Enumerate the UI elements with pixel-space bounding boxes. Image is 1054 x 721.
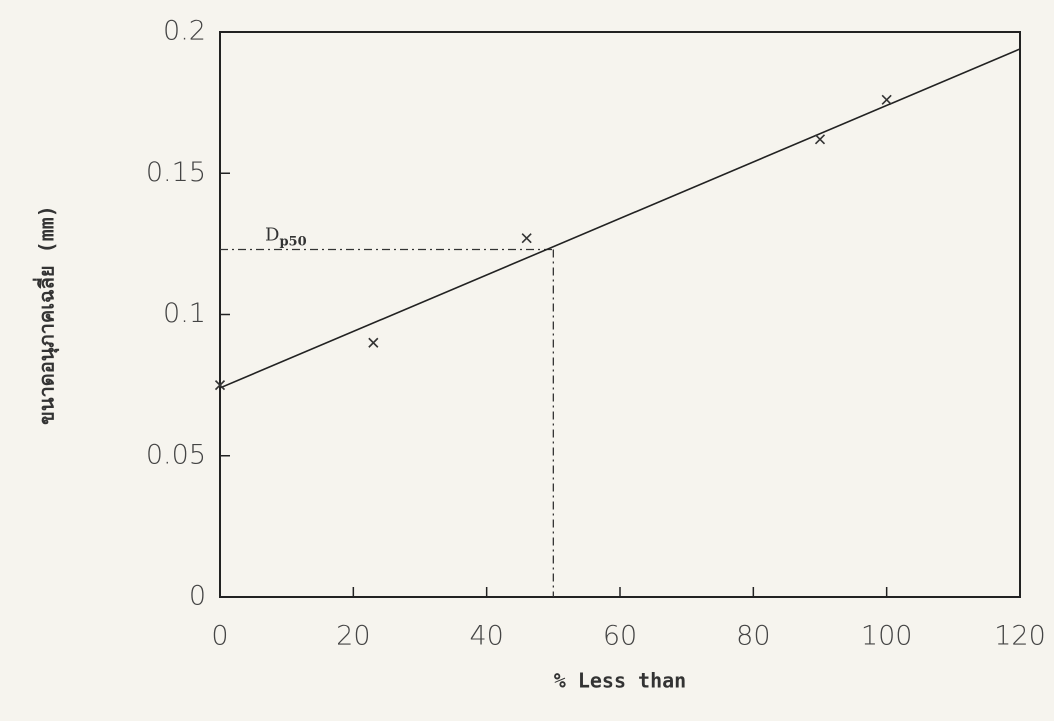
y-tick-label: 0: [189, 581, 206, 612]
plot-frame: [220, 32, 1020, 597]
x-tick-label: 120: [994, 621, 1046, 652]
fit-line: [220, 49, 1020, 388]
guide-label-main: D: [265, 225, 279, 246]
y-tick-label: 0.1: [163, 298, 206, 329]
x-tick-label: 100: [861, 621, 913, 652]
chart: % Less than ขนาดอนุภาคเฉลี่ย (mm) 0 20 40 6…: [0, 0, 1054, 721]
point: [816, 135, 825, 144]
y-tick-label: 0.2: [163, 16, 206, 47]
point: [369, 338, 378, 347]
y-axis-label: ขนาดอนุภาคเฉลี่ย (mm): [32, 205, 60, 425]
guide-label-sub: p50: [279, 234, 306, 249]
x-tick-label: 20: [336, 621, 370, 652]
x-tick-label: 60: [603, 621, 637, 652]
point: [882, 95, 891, 104]
x-axis-label: % Less than: [554, 669, 686, 693]
guide-label: Dp50: [265, 225, 307, 250]
point: [522, 234, 531, 243]
x-tick-label: 80: [736, 621, 770, 652]
y-tick-label: 0.05: [146, 439, 206, 470]
x-tick-label: 40: [469, 621, 503, 652]
x-tick-label: 0: [211, 621, 228, 652]
y-tick-label: 0.15: [146, 157, 206, 188]
